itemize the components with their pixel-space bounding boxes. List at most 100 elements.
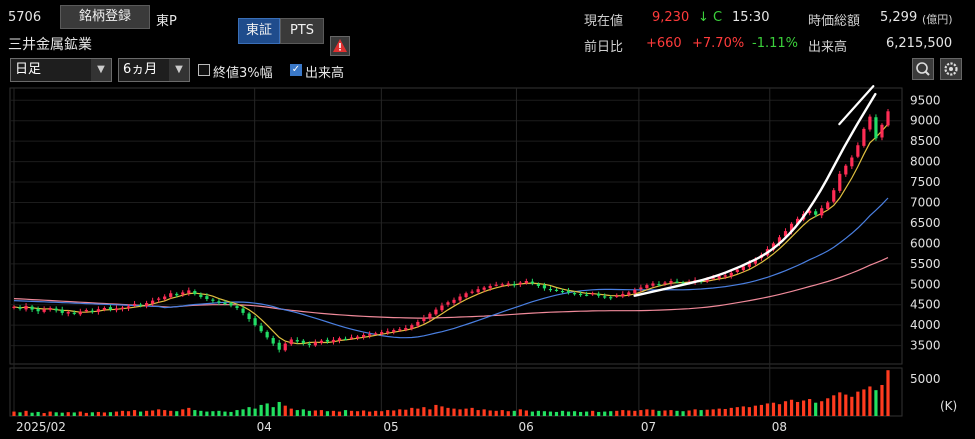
candle-body: [711, 277, 715, 279]
candle-body: [566, 290, 571, 293]
ma-long-line: [13, 257, 889, 319]
candle-body: [627, 292, 631, 295]
candle-body: [343, 338, 348, 341]
volume-bar: [84, 412, 88, 416]
register-button[interactable]: 銘柄登録: [60, 5, 150, 29]
tab-pts[interactable]: PTS: [280, 18, 324, 44]
volume-bar: [524, 410, 528, 416]
candle-body: [802, 213, 806, 220]
warning-icon[interactable]: [330, 36, 350, 56]
volume-bar: [856, 391, 860, 416]
candle-body: [675, 281, 679, 283]
volume-bar: [452, 408, 456, 416]
volume-unit-label: (K): [940, 399, 957, 413]
volume-bar: [12, 411, 16, 416]
volume-bar: [886, 370, 890, 416]
candle-body: [410, 325, 414, 329]
candle-body: [36, 308, 40, 312]
volume-bar: [814, 402, 818, 416]
volume-bar: [211, 411, 215, 416]
volume-label: 出来高: [808, 40, 848, 55]
volume-bar: [777, 404, 782, 416]
volume-bar: [416, 408, 420, 416]
volume-bar: [289, 408, 293, 416]
candle-body: [874, 117, 878, 139]
candle-body: [753, 258, 757, 264]
gear-icon[interactable]: [940, 58, 962, 80]
volume-bar: [96, 411, 100, 416]
volume-bar: [669, 410, 673, 416]
tab-tse[interactable]: 東証: [238, 18, 280, 44]
candle-body: [645, 285, 649, 289]
candle-body: [705, 279, 709, 282]
candle-body: [729, 272, 733, 276]
volume-bar: [24, 410, 28, 416]
price-tick-label: 8000: [910, 155, 941, 169]
candle-body: [120, 307, 125, 310]
volume-bar: [717, 408, 721, 416]
volume-bar: [741, 406, 745, 416]
volume-bar: [765, 403, 770, 416]
candle-body: [151, 300, 155, 304]
candle-body: [765, 249, 770, 256]
candle-body: [392, 330, 396, 332]
volume-bar: [126, 411, 131, 416]
candle-body: [313, 342, 317, 346]
volume-bar: [48, 411, 52, 416]
period-select-value: 日足: [15, 62, 42, 77]
period-select[interactable]: 日足 ▼: [10, 58, 112, 82]
candle-body: [108, 307, 113, 310]
volume-bar: [66, 412, 70, 416]
volume-bar: [108, 412, 113, 416]
volume-bar: [603, 411, 607, 416]
date-tick-label: 06: [518, 420, 533, 434]
volume-bar: [362, 410, 366, 416]
candle-body: [832, 190, 836, 202]
volume-bar: [832, 395, 836, 416]
range-select[interactable]: 6ヵ月 ▼: [118, 58, 190, 82]
volume-bar: [102, 412, 107, 416]
volume-bar: [482, 409, 486, 416]
candle-body: [54, 308, 58, 311]
price-tick-label: 3500: [910, 339, 941, 353]
candle-body: [735, 269, 739, 272]
candle-body: [868, 116, 872, 130]
volume-bar: [747, 407, 751, 416]
candle-body: [259, 325, 263, 332]
date-tick-label: 05: [383, 420, 398, 434]
candle-body: [458, 296, 462, 301]
volume-bar: [36, 411, 40, 416]
candle-body: [560, 291, 565, 293]
volume-bar: [30, 412, 34, 416]
volume-bar: [838, 392, 842, 416]
range-checkbox[interactable]: [198, 64, 210, 76]
price-tick-label: 9500: [910, 93, 941, 107]
candle-body: [102, 307, 107, 310]
volume-bar: [404, 409, 408, 416]
volume-bar: [349, 410, 354, 416]
volume-bar: [151, 410, 155, 416]
candle-body: [337, 338, 342, 341]
candle-body: [235, 306, 239, 308]
volume-bar: [723, 408, 727, 416]
candle-body: [512, 284, 516, 286]
volume-bar: [681, 411, 685, 416]
candle-body: [639, 287, 643, 290]
candle-body: [398, 329, 402, 331]
zoom-icon[interactable]: [912, 58, 934, 80]
volume-bar: [368, 411, 372, 416]
volume-bar: [458, 409, 462, 416]
volume-bar: [771, 402, 776, 416]
candle-body: [669, 280, 673, 284]
candle-body: [157, 298, 161, 300]
volume-checkbox[interactable]: ✓: [290, 64, 302, 76]
candle-body: [211, 299, 215, 301]
volume-bar: [506, 411, 510, 416]
volume-bar: [380, 411, 384, 416]
candle-body: [404, 328, 408, 330]
candle-body: [96, 309, 100, 312]
volume-bar: [651, 409, 655, 416]
volume-bar: [72, 412, 76, 416]
candle-body: [319, 340, 324, 343]
volume-bar: [283, 405, 287, 416]
